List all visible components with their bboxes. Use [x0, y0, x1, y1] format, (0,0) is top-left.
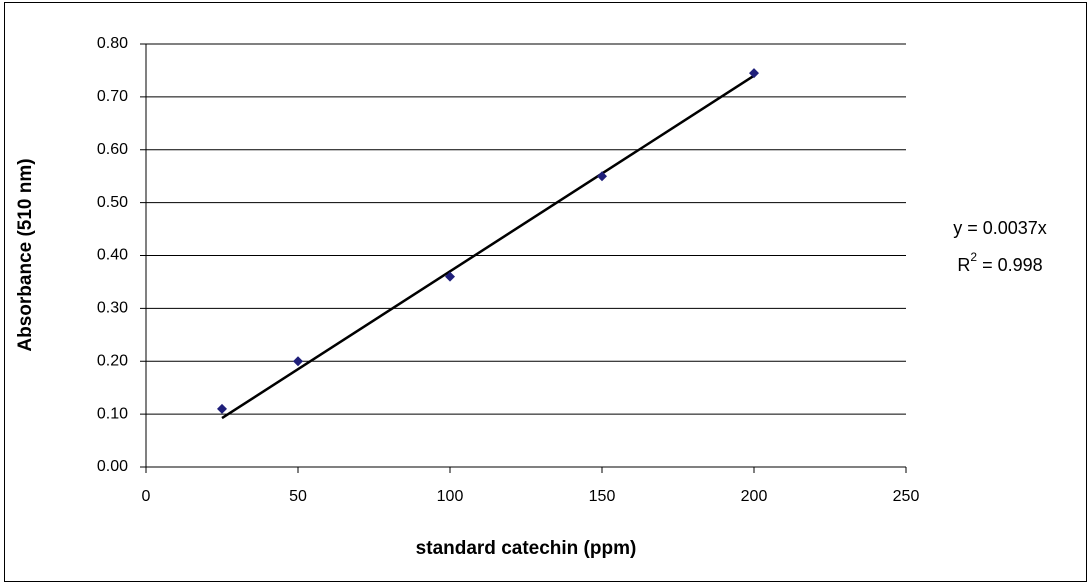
y-tick-label: 0.80 — [97, 35, 128, 52]
x-tick-label: 100 — [437, 488, 464, 505]
y-tick-label: 0.40 — [97, 247, 128, 264]
x-tick-label: 150 — [589, 488, 616, 505]
y-tick-label: 0.20 — [97, 352, 128, 369]
trendline — [221, 74, 755, 420]
y-axis-title: Absorbance (510 nm) — [15, 158, 36, 351]
x-tick-label: 0 — [142, 488, 151, 505]
data-point — [597, 171, 607, 182]
x-tick-label: 250 — [893, 488, 920, 505]
data-point — [293, 356, 303, 367]
r2-r: R — [957, 255, 970, 275]
x-tick-label: 50 — [289, 488, 307, 505]
r2-value: = 0.998 — [977, 255, 1043, 275]
r2-superscript: 2 — [970, 250, 977, 264]
data-point — [445, 271, 455, 282]
y-tick-label: 0.30 — [97, 300, 128, 317]
equation-label: y = 0.0037x — [953, 218, 1047, 238]
data-point — [749, 68, 759, 79]
data-point — [217, 403, 227, 414]
y-tick-label: 0.00 — [97, 458, 128, 475]
x-tick-label: 200 — [741, 488, 768, 505]
y-tick-label: 0.60 — [97, 141, 128, 158]
x-axis-title: standard catechin (ppm) — [416, 538, 637, 559]
r2-label: R2 = 0.998 — [957, 250, 1042, 275]
y-tick-label: 0.50 — [97, 194, 128, 211]
y-tick-label: 0.70 — [97, 88, 128, 105]
y-tick-label: 0.10 — [97, 405, 128, 422]
chart-frame — [4, 2, 1087, 582]
